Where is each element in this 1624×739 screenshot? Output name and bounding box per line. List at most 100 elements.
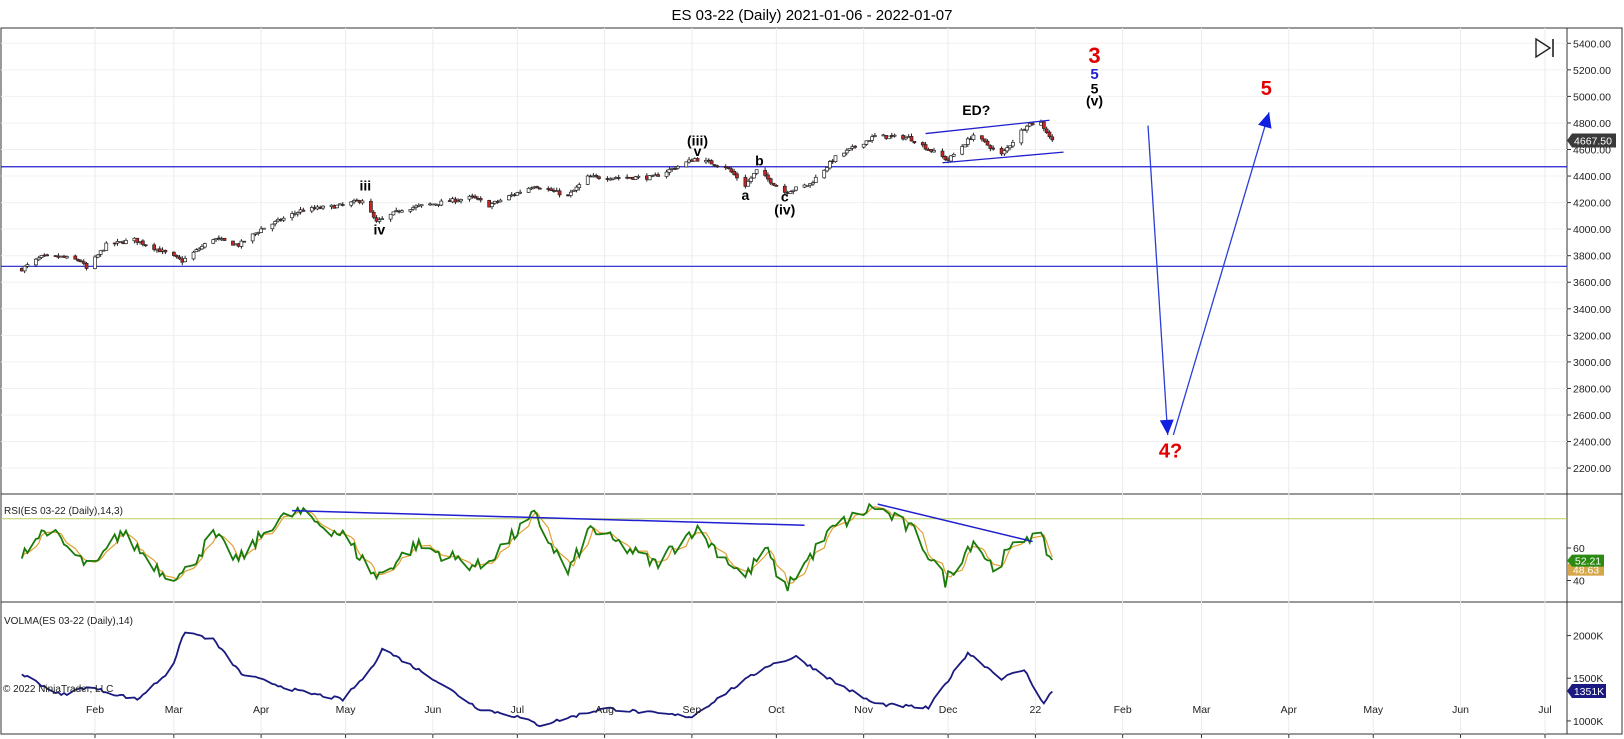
price-bar-body — [616, 177, 621, 179]
price-bar-body — [811, 182, 815, 185]
price-bar-body — [84, 262, 89, 269]
x-tick-label: Apr — [1281, 704, 1298, 716]
price-bar-body — [633, 176, 638, 180]
wave-label: v — [694, 143, 702, 159]
rsi-tick-label: 40 — [1573, 576, 1585, 588]
price-bar-body — [853, 145, 858, 148]
price-bar-body — [270, 223, 275, 230]
price-bar-body — [25, 264, 30, 267]
price-bar-body — [594, 174, 599, 177]
price-bar-body — [200, 246, 204, 250]
price-bar-body — [439, 200, 444, 206]
trend-lines — [925, 119, 1064, 164]
price-bar-body — [391, 211, 396, 216]
price-bar-body — [538, 187, 542, 190]
price-bar-body — [963, 144, 967, 148]
price-bar-body — [597, 176, 601, 179]
horizontal-lines — [1, 166, 1567, 267]
price-bar-body — [174, 255, 179, 258]
price-bar-body — [791, 189, 796, 192]
price-bar-body — [695, 158, 700, 162]
vol-tick-label: 1000K — [1573, 716, 1603, 728]
price-bar-body — [73, 255, 78, 260]
price-bar-body — [81, 261, 86, 264]
price-bar-body — [507, 195, 511, 201]
price-bar-body — [943, 156, 948, 160]
price-bar-body — [960, 146, 965, 155]
price-bar-body — [1008, 145, 1012, 149]
x-tick-label: Jul — [1538, 704, 1551, 716]
price-bar-body — [45, 254, 49, 257]
price-bars — [19, 119, 1055, 274]
price-bar-body — [411, 207, 416, 210]
price-bar-body — [1002, 150, 1007, 155]
price-bar-body — [1025, 125, 1029, 131]
price-bar-body — [239, 240, 244, 247]
wave-label: (iv) — [774, 202, 795, 218]
price-bar-body — [971, 134, 976, 140]
price-bar-body — [585, 175, 590, 185]
price-bar-body — [76, 259, 80, 262]
price-tick-label: 4400.00 — [1573, 171, 1611, 183]
scroll-to-end-icon[interactable] — [1535, 37, 1554, 59]
chart-title: ES 03-22 (Daily) 2021-01-06 - 2022-01-07 — [672, 7, 953, 24]
volma-lines: 1351K — [21, 631, 1606, 728]
projection-arrowhead — [1258, 112, 1272, 129]
price-bar-body — [980, 135, 984, 140]
volma-value-badge-text: 1351K — [1574, 686, 1604, 698]
price-trend-line — [925, 119, 1050, 135]
price-bar-body — [864, 140, 869, 145]
price-bar-body — [988, 145, 993, 149]
x-tick-label: Apr — [253, 704, 270, 716]
price-bar-body — [1044, 128, 1049, 134]
price-bar-body — [746, 181, 751, 187]
price-bar-body — [788, 191, 793, 194]
price-bar-body — [574, 186, 579, 191]
price-bar-body — [568, 191, 573, 196]
price-tick-label: 2800.00 — [1573, 383, 1611, 395]
wave-label: iv — [374, 221, 386, 237]
price-tick-label: 4200.00 — [1573, 198, 1611, 210]
price-bar-body — [982, 138, 987, 142]
volma-panel-label: VOLMA(ES 03-22 (Daily),14) — [4, 616, 133, 627]
price-bar-body — [1047, 131, 1052, 137]
x-tick-label: Jun — [1452, 704, 1469, 716]
price-bar-body — [768, 178, 773, 184]
price-bar-body — [771, 182, 776, 186]
price-bar-body — [867, 140, 872, 142]
price-bar-body — [892, 134, 897, 137]
price-bar-body — [729, 168, 734, 173]
price-bar-body — [163, 249, 168, 253]
wave-label: a — [741, 187, 749, 203]
price-bar-body — [380, 218, 385, 220]
price-bar-body — [1005, 147, 1010, 152]
price-bar-body — [498, 199, 503, 203]
price-bar-body — [152, 244, 156, 250]
x-tick-label: Oct — [768, 704, 784, 716]
price-bar-body — [295, 212, 300, 215]
price-bar-body — [309, 207, 314, 212]
price-bar-body — [664, 171, 669, 177]
price-tick-label: 2200.00 — [1573, 463, 1611, 475]
price-tick-label: 4000.00 — [1573, 224, 1611, 236]
price-bar-body — [259, 228, 263, 233]
price-bar-body — [751, 173, 756, 179]
price-bar-body — [281, 217, 286, 221]
volma-value-badge — [1567, 683, 1606, 698]
projection-line — [1172, 112, 1270, 436]
price-bar-body — [515, 192, 520, 196]
price-bar-body — [1030, 122, 1035, 126]
price-bar-body — [985, 140, 990, 146]
price-bar-body — [844, 149, 849, 154]
x-tick-label: Jun — [424, 704, 441, 716]
price-bar-body — [909, 136, 914, 142]
price-bar-body — [923, 144, 928, 150]
price-bar-body — [1050, 136, 1055, 141]
last-price-badge-text: 4667.50 — [1574, 136, 1612, 148]
price-bar-body — [529, 187, 534, 190]
price-bar-body — [684, 161, 689, 168]
price-bar-body — [104, 242, 109, 251]
price-tick-label: 3000.00 — [1573, 357, 1611, 369]
wave-label: (iii) — [687, 133, 708, 149]
wave-label: b — [755, 152, 764, 168]
